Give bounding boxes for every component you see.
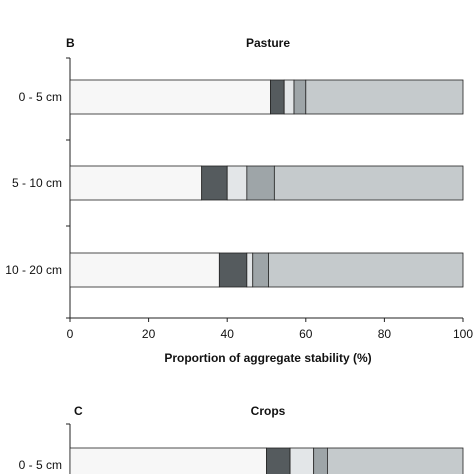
panelB-bar-1-segment-3 — [246, 165, 275, 201]
panel-c-title: Crops — [251, 404, 286, 418]
panelB-bar-1-segment-4 — [273, 165, 464, 201]
panelB-x-tick-label-0: 0 — [67, 327, 74, 341]
panel-c-crops: C Crops 0 - 5 cm — [19, 404, 464, 474]
panelC-bar-0-segment-2 — [289, 447, 315, 474]
panelB-bar-2-segment-1 — [218, 252, 248, 288]
panelC-bar-0-segment-4 — [327, 447, 464, 474]
panelB-bar-1-segment-1 — [201, 165, 228, 201]
panel-b-x-axis-label: Proportion of aggregate stability (%) — [164, 351, 371, 365]
panelC-bar-0-segment-0 — [69, 447, 267, 474]
panel-b-label: B — [66, 36, 75, 50]
panelB-bar-2-segment-0 — [69, 252, 220, 288]
panel-b-pasture: B Pasture 0 - 5 cm 5 - 10 cm 10 - 20 cm 0 2… — [5, 36, 473, 365]
panel-b-x-ticks: 0 20 40 60 80 100 — [67, 318, 473, 341]
panelB-bar-0-segment-3 — [293, 79, 307, 115]
panelC-category-label-0: 0 - 5 cm — [19, 458, 62, 472]
panelB-category-label-1: 5 - 10 cm — [12, 176, 62, 190]
panelB-x-tick-label-5: 100 — [453, 327, 473, 341]
panelB-bar-2-segment-2 — [246, 252, 254, 288]
panel-b-y-ticks — [66, 57, 70, 319]
panelB-category-label-2: 10 - 20 cm — [5, 263, 62, 277]
panel-c-bars — [69, 447, 464, 474]
panel-b-bars — [69, 79, 464, 288]
panelB-bar-2-segment-4 — [268, 252, 464, 288]
panelB-x-tick-label-3: 60 — [299, 327, 313, 341]
panelB-x-tick-label-2: 40 — [221, 327, 235, 341]
panelB-bar-1-segment-0 — [69, 165, 203, 201]
panelC-bar-0-segment-3 — [313, 447, 328, 474]
panelB-bar-0-segment-1 — [270, 79, 285, 115]
panel-c-category-labels: 0 - 5 cm — [19, 458, 62, 472]
panelB-x-tick-label-1: 20 — [142, 327, 156, 341]
panelB-bar-1-segment-2 — [226, 165, 248, 201]
panel-b-category-labels: 0 - 5 cm 5 - 10 cm 10 - 20 cm — [5, 90, 62, 277]
panelB-bar-0-segment-2 — [283, 79, 295, 115]
panelC-bar-0-segment-1 — [266, 447, 291, 474]
panel-c-label: C — [74, 404, 83, 418]
panelB-bar-0-segment-4 — [305, 79, 464, 115]
panel-b-title: Pasture — [246, 36, 290, 50]
panelB-bar-0-segment-0 — [69, 79, 271, 115]
panelB-x-tick-label-4: 80 — [378, 327, 392, 341]
panelB-category-label-0: 0 - 5 cm — [19, 90, 62, 104]
panelB-bar-2-segment-3 — [252, 252, 269, 288]
